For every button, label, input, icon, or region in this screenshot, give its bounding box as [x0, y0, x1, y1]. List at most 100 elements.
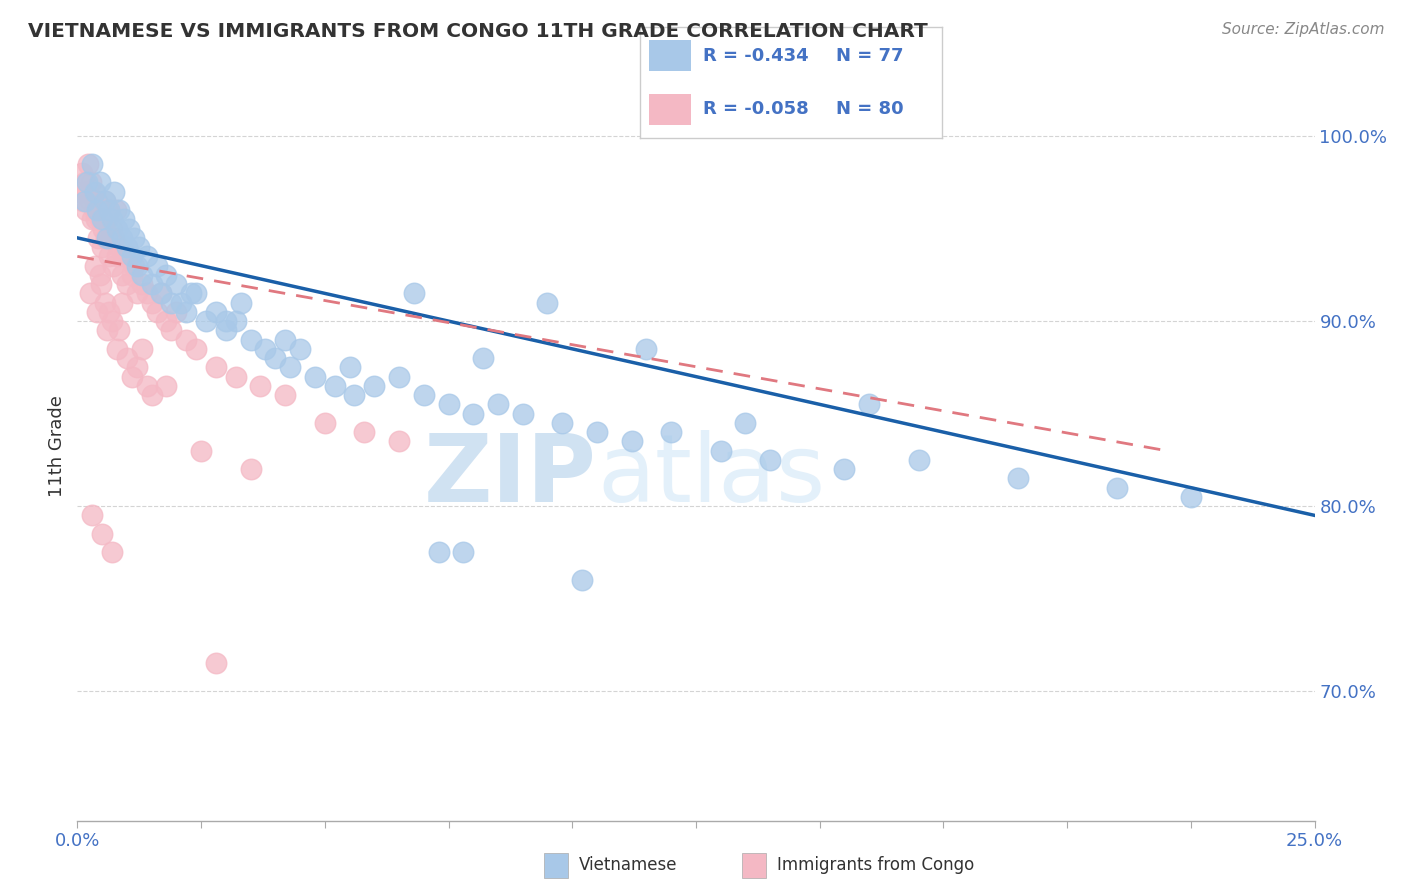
Point: [96, 231, 118, 245]
Point: [82, 508, 104, 523]
Point: [80, 175, 103, 189]
Point: [115, 277, 138, 292]
Point: [112, 249, 135, 263]
Point: [205, 657, 228, 671]
Point: [174, 333, 197, 347]
Point: [97, 249, 120, 263]
Point: [215, 323, 238, 337]
Point: [87, 231, 110, 245]
Point: [96, 212, 118, 227]
Point: [77, 157, 100, 171]
Point: [155, 268, 177, 282]
Point: [86, 305, 108, 319]
Point: [165, 277, 187, 292]
Point: [96, 323, 118, 337]
Text: Source: ZipAtlas.com: Source: ZipAtlas.com: [1222, 22, 1385, 37]
Point: [190, 443, 212, 458]
Point: [121, 249, 143, 263]
Point: [304, 369, 326, 384]
Point: [72, 166, 94, 180]
Point: [734, 416, 756, 430]
Point: [571, 573, 593, 587]
Point: [264, 351, 287, 365]
Point: [90, 203, 112, 218]
Point: [343, 388, 366, 402]
Point: [125, 360, 148, 375]
Point: [105, 342, 128, 356]
Point: [135, 249, 157, 263]
Point: [135, 286, 157, 301]
Point: [122, 259, 145, 273]
Point: [586, 425, 609, 439]
Point: [108, 240, 131, 254]
Point: [453, 545, 475, 559]
Point: [83, 185, 105, 199]
Point: [205, 305, 228, 319]
Point: [72, 194, 94, 208]
Point: [111, 268, 134, 282]
Point: [388, 369, 411, 384]
Point: [131, 277, 153, 292]
Point: [89, 175, 111, 189]
Point: [98, 203, 121, 218]
Point: [76, 185, 98, 199]
Point: [101, 545, 124, 559]
Point: [103, 231, 125, 245]
Point: [323, 379, 346, 393]
Point: [155, 379, 177, 393]
Point: [141, 388, 163, 402]
Bar: [544, 853, 568, 878]
Point: [225, 314, 247, 328]
Point: [128, 240, 150, 254]
Point: [79, 194, 101, 208]
Point: [93, 295, 115, 310]
Point: [1007, 471, 1029, 485]
Point: [112, 212, 135, 227]
Point: [118, 221, 141, 235]
Point: [150, 286, 173, 301]
Point: [254, 342, 277, 356]
Point: [131, 268, 153, 282]
Point: [89, 212, 111, 227]
Point: [115, 240, 138, 254]
Text: atlas: atlas: [598, 430, 825, 522]
Point: [79, 286, 101, 301]
Point: [125, 286, 148, 301]
Point: [83, 259, 105, 273]
Point: [180, 286, 202, 301]
Point: [121, 268, 143, 282]
Point: [91, 212, 114, 227]
Point: [91, 240, 114, 254]
Point: [73, 194, 96, 208]
Point: [100, 231, 122, 245]
Point: [111, 295, 134, 310]
Point: [101, 314, 124, 328]
Y-axis label: 11th Grade: 11th Grade: [48, 395, 66, 497]
Text: Immigrants from Congo: Immigrants from Congo: [776, 856, 974, 874]
Point: [239, 462, 262, 476]
Point: [103, 185, 125, 199]
Point: [69, 185, 91, 199]
Bar: [742, 853, 766, 878]
Point: [83, 185, 105, 199]
Point: [249, 379, 271, 393]
Point: [108, 203, 131, 218]
Text: ZIP: ZIP: [425, 430, 598, 522]
Point: [103, 259, 125, 273]
Point: [437, 397, 460, 411]
Point: [225, 369, 247, 384]
Point: [620, 434, 643, 449]
Point: [145, 259, 167, 273]
Text: R = -0.434: R = -0.434: [703, 46, 808, 65]
Point: [108, 323, 131, 337]
Point: [93, 194, 115, 208]
Point: [141, 277, 163, 292]
Point: [363, 379, 385, 393]
Point: [278, 360, 301, 375]
Bar: [648, 40, 692, 71]
Text: N = 77: N = 77: [837, 46, 904, 65]
Point: [1180, 490, 1202, 504]
Point: [135, 379, 157, 393]
Point: [170, 295, 193, 310]
Point: [160, 323, 183, 337]
